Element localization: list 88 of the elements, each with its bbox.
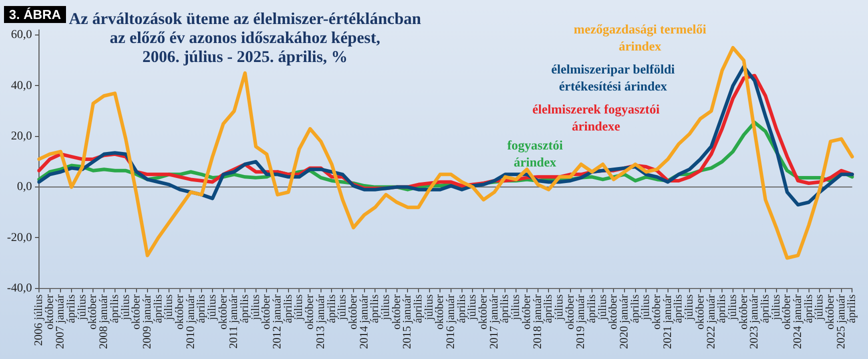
x-tick-label: április	[108, 294, 121, 324]
x-tick-label: július	[206, 294, 218, 321]
x-tick-label: április	[542, 294, 555, 324]
x-tick-label: július	[336, 294, 349, 321]
x-tick-label: április	[499, 294, 512, 324]
x-tick-label: október	[520, 294, 533, 330]
x-tick-label: július	[684, 294, 696, 321]
x-tick-label: október	[781, 294, 794, 330]
text: élelmiszeripar belföldi értékesítési árindex	[551, 61, 676, 94]
x-tick-label: október	[390, 294, 403, 330]
x-tick-label: október	[824, 294, 837, 330]
x-tick-label: október	[651, 294, 664, 330]
x-tick-label: április	[412, 294, 425, 324]
x-tick-label: április	[282, 294, 294, 324]
text: élelmiszerek fogyasztói árindexe	[532, 101, 660, 134]
x-tick-label: április	[66, 294, 78, 324]
x-tick-label: április	[239, 294, 252, 324]
x-tick-label: július	[293, 294, 306, 321]
x-tick-label: 2012 január	[272, 294, 284, 349]
x-tick-label: július	[510, 294, 522, 321]
x-tick-label: 2018 január	[532, 294, 544, 349]
x-tick-label: október	[217, 294, 230, 330]
x-tick-label: július	[250, 294, 262, 321]
x-tick-label: október	[694, 294, 706, 330]
x-tick-label: október	[564, 294, 576, 330]
series-label: mezőgazdasági termelői árindex	[574, 21, 707, 54]
x-tick-label: április	[802, 294, 815, 324]
x-tick-label: 2016 január	[445, 294, 458, 349]
x-tick-label: április	[716, 294, 728, 324]
y-tick-label: 20,0	[10, 128, 32, 143]
x-tick-label: július	[596, 294, 609, 321]
y-tick-label: -20,0	[6, 230, 32, 244]
x-tick-label: április	[456, 294, 468, 324]
x-tick-label: 2017 január	[488, 294, 500, 349]
x-tick-label: július	[770, 294, 782, 321]
text: 3. ÁBRA	[4, 6, 66, 23]
x-tick-label: 2009 január	[141, 294, 154, 349]
x-tick-label: április	[196, 294, 208, 324]
y-tick-label: -40,0	[6, 280, 32, 295]
x-tick-label: április	[152, 294, 164, 324]
x-tick-label: október	[44, 294, 56, 330]
x-tick-label: július	[380, 294, 392, 321]
x-tick-label: október	[260, 294, 273, 330]
chart-title: Az árváltozások üteme az élelmiszer-értékláncban az előző év azonos időszakához képest, 2006. július - 2025. április, %	[68, 9, 422, 66]
x-tick-label: 2020 január	[618, 294, 631, 349]
x-tick-label: 2007 január	[54, 294, 67, 349]
x-tick-label: április	[629, 294, 642, 324]
x-tick-label: 2008 január	[98, 294, 110, 349]
x-tick-label: 2014 január	[358, 294, 370, 349]
x-tick-label: október	[434, 294, 446, 330]
x-tick-label: július	[726, 294, 739, 321]
x-tick-label: 2015 január	[402, 294, 414, 349]
x-tick-label: 2019 január	[575, 294, 588, 349]
y-tick-label: 0,0	[16, 179, 32, 194]
x-tick-label: július	[553, 294, 566, 321]
x-tick-label: október	[738, 294, 750, 330]
x-tick-label: október	[87, 294, 100, 330]
x-tick-label: július	[640, 294, 652, 321]
x-tick-label: április	[672, 294, 685, 324]
x-tick-label: július	[423, 294, 436, 321]
x-tick-label: 2025 január	[835, 294, 848, 349]
y-tick-label: 60,0	[10, 27, 32, 42]
x-tick-label: október	[478, 294, 490, 330]
x-tick-label: április	[369, 294, 382, 324]
x-tick-label: április	[846, 294, 858, 324]
x-tick-label: 2013 január	[314, 294, 327, 349]
x-tick-label: július	[76, 294, 88, 321]
x-tick-label: július	[120, 294, 132, 321]
x-tick-label: 2010 január	[184, 294, 197, 349]
x-tick-label: október	[347, 294, 360, 330]
x-tick-label: 2022 január	[705, 294, 718, 349]
y-tick-label: 40,0	[10, 78, 32, 92]
x-tick-label: október	[608, 294, 620, 330]
x-tick-label: 2023 január	[748, 294, 761, 349]
x-tick-label: október	[174, 294, 186, 330]
x-tick-label: április	[326, 294, 338, 324]
x-tick-label: 2024 január	[792, 294, 804, 349]
x-tick-label: április	[586, 294, 598, 324]
x-tick-label: július	[814, 294, 826, 321]
x-tick-label: október	[304, 294, 316, 330]
x-tick-label: 2006 július	[33, 294, 46, 346]
x-tick-label: július	[466, 294, 479, 321]
x-tick-label: október	[130, 294, 143, 330]
x-tick-label: 2011 január	[228, 294, 240, 349]
x-tick-label: április	[759, 294, 772, 324]
x-tick-label: 2021 január	[662, 294, 674, 349]
series-label: fogyasztói árindex	[507, 137, 564, 170]
x-tick-label: július	[163, 294, 176, 321]
